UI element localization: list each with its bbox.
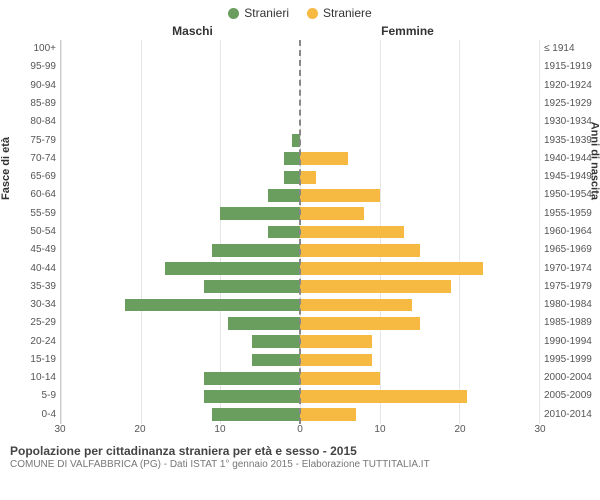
bar-male xyxy=(268,189,300,202)
year-label: 1950-1954 xyxy=(544,186,592,204)
bar-male xyxy=(284,152,300,165)
x-axis: 30 20 10 0 10 20 30 xyxy=(0,424,600,438)
year-label: 1915-1919 xyxy=(544,58,592,76)
year-label: 1935-1939 xyxy=(544,131,592,149)
age-label: 75-79 xyxy=(30,131,56,149)
bar-female xyxy=(300,354,372,367)
x-tick: 20 xyxy=(134,424,145,435)
legend: Stranieri Straniere xyxy=(0,0,600,20)
female-swatch xyxy=(307,8,318,19)
age-label: 40-44 xyxy=(30,259,56,277)
x-tick: 30 xyxy=(54,424,65,435)
age-label: 95-99 xyxy=(30,58,56,76)
y-axis-left: 100+95-9990-9485-8980-8475-7970-7465-696… xyxy=(0,40,60,424)
age-label: 5-9 xyxy=(42,387,56,405)
year-label: 1990-1994 xyxy=(544,333,592,351)
year-label: 2005-2009 xyxy=(544,387,592,405)
year-label: 1955-1959 xyxy=(544,205,592,223)
year-label: 1980-1984 xyxy=(544,296,592,314)
year-label: 1945-1949 xyxy=(544,168,592,186)
year-label: 1965-1969 xyxy=(544,241,592,259)
bar-male xyxy=(204,390,300,403)
age-label: 55-59 xyxy=(30,205,56,223)
bar-female xyxy=(300,189,380,202)
age-label: 90-94 xyxy=(30,77,56,95)
caption: Popolazione per cittadinanza straniera p… xyxy=(0,438,600,470)
bar-male xyxy=(284,171,300,184)
bar-female xyxy=(300,408,356,421)
age-label: 15-19 xyxy=(30,351,56,369)
bar-male xyxy=(220,207,300,220)
x-tick: 0 xyxy=(297,424,303,435)
legend-female: Straniere xyxy=(307,6,372,20)
y-axis-right: ≤ 19141915-19191920-19241925-19291930-19… xyxy=(540,40,600,424)
plot-area xyxy=(60,40,540,424)
x-tick: 30 xyxy=(534,424,545,435)
x-tick: 20 xyxy=(454,424,465,435)
age-label: 20-24 xyxy=(30,333,56,351)
age-label: 85-89 xyxy=(30,95,56,113)
chart-title: Popolazione per cittadinanza straniera p… xyxy=(10,444,590,458)
bar-male xyxy=(204,372,300,385)
center-axis xyxy=(299,40,301,424)
age-label: 0-4 xyxy=(42,406,56,424)
column-headers: Maschi Femmine xyxy=(0,24,600,38)
age-label: 100+ xyxy=(33,40,56,58)
age-label: 10-14 xyxy=(30,369,56,387)
legend-male-label: Stranieri xyxy=(244,6,289,20)
bar-female xyxy=(300,207,364,220)
bar-female xyxy=(300,244,420,257)
bar-male xyxy=(252,354,300,367)
bar-male xyxy=(228,317,300,330)
age-label: 70-74 xyxy=(30,150,56,168)
year-label: 1970-1974 xyxy=(544,259,592,277)
x-ticks: 3020100102030 xyxy=(60,424,540,438)
age-label: 45-49 xyxy=(30,241,56,259)
bar-female xyxy=(300,335,372,348)
age-label: 60-64 xyxy=(30,186,56,204)
year-label: 1975-1979 xyxy=(544,278,592,296)
bar-female xyxy=(300,299,412,312)
bar-male xyxy=(212,244,300,257)
bar-male xyxy=(212,408,300,421)
male-swatch xyxy=(228,8,239,19)
bar-female xyxy=(300,226,404,239)
chart-subtitle: COMUNE DI VALFABBRICA (PG) - Dati ISTAT … xyxy=(10,459,590,470)
pyramid-chart: 100+95-9990-9485-8980-8475-7970-7465-696… xyxy=(0,40,600,424)
bar-male xyxy=(204,280,300,293)
year-label: 1920-1924 xyxy=(544,77,592,95)
legend-male: Stranieri xyxy=(228,6,289,20)
age-label: 25-29 xyxy=(30,314,56,332)
bar-female xyxy=(300,390,467,403)
bar-male xyxy=(252,335,300,348)
age-label: 80-84 xyxy=(30,113,56,131)
header-female: Femmine xyxy=(300,24,515,38)
age-label: 30-34 xyxy=(30,296,56,314)
year-label: 1985-1989 xyxy=(544,314,592,332)
bar-male xyxy=(165,262,300,275)
bar-female xyxy=(300,262,483,275)
year-label: 1995-1999 xyxy=(544,351,592,369)
bar-female xyxy=(300,317,420,330)
header-male: Maschi xyxy=(85,24,300,38)
bar-female xyxy=(300,280,451,293)
age-label: 50-54 xyxy=(30,223,56,241)
x-tick: 10 xyxy=(374,424,385,435)
year-label: 2000-2004 xyxy=(544,369,592,387)
year-label: 1960-1964 xyxy=(544,223,592,241)
x-tick: 10 xyxy=(214,424,225,435)
year-label: 1940-1944 xyxy=(544,150,592,168)
year-label: ≤ 1914 xyxy=(544,40,575,58)
bar-female xyxy=(300,171,316,184)
year-label: 2010-2014 xyxy=(544,406,592,424)
bar-male xyxy=(268,226,300,239)
age-label: 65-69 xyxy=(30,168,56,186)
age-label: 35-39 xyxy=(30,278,56,296)
bar-female xyxy=(300,372,380,385)
year-label: 1930-1934 xyxy=(544,113,592,131)
legend-female-label: Straniere xyxy=(323,6,372,20)
bar-female xyxy=(300,152,348,165)
year-label: 1925-1929 xyxy=(544,95,592,113)
bar-male xyxy=(125,299,300,312)
